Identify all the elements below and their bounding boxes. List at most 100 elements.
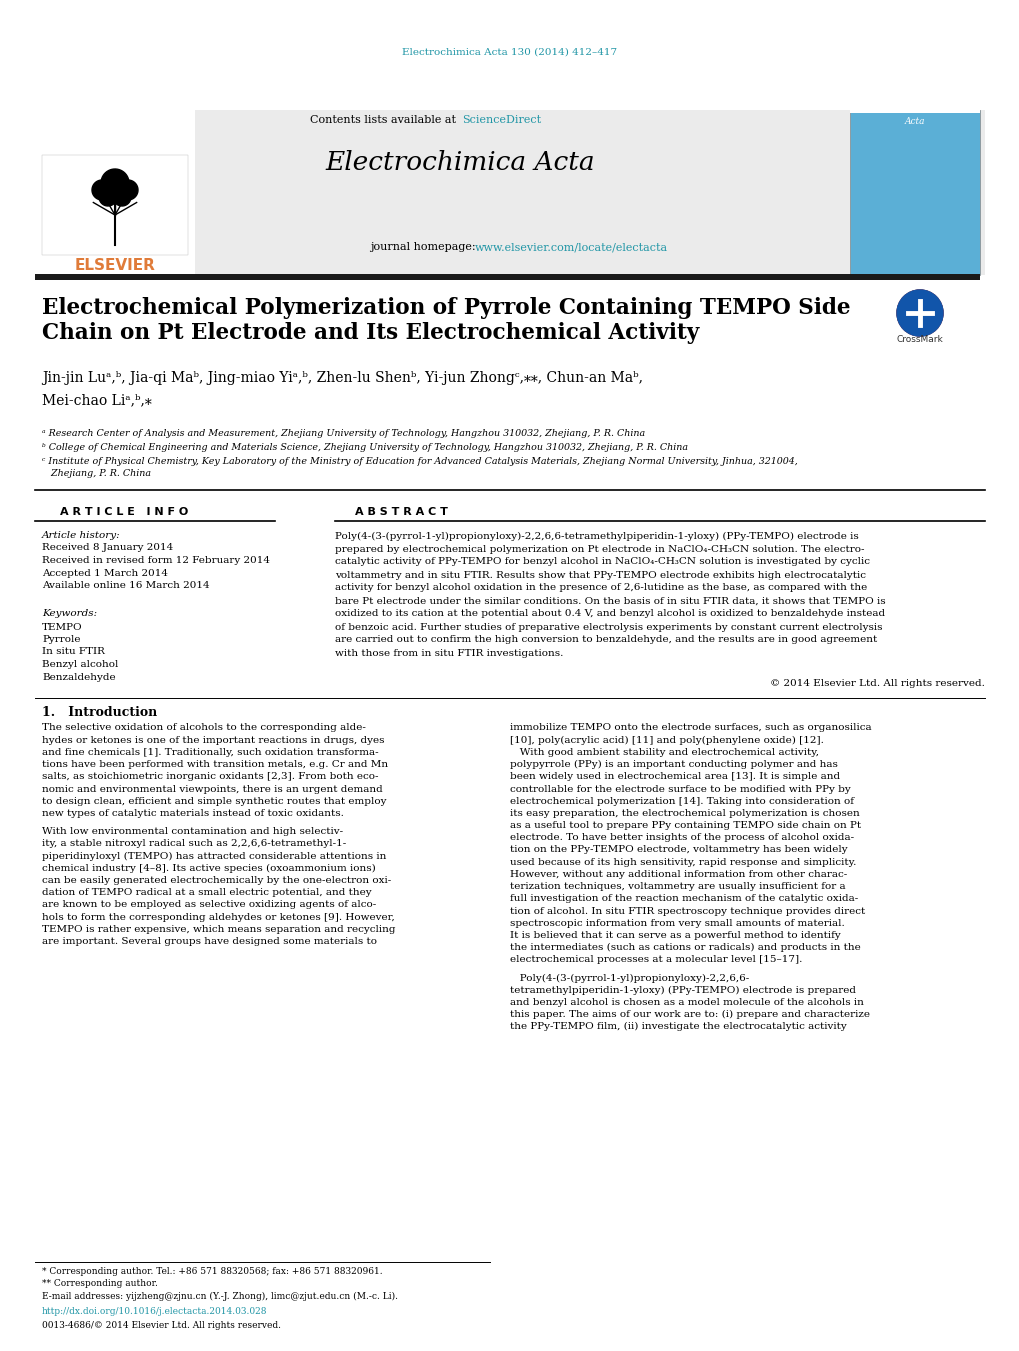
Circle shape — [896, 290, 943, 336]
Text: tetramethylpiperidin-1-yloxy) (PPy-TEMPO) electrode is prepared: tetramethylpiperidin-1-yloxy) (PPy-TEMPO… — [510, 986, 855, 994]
Text: Pyrrole: Pyrrole — [42, 635, 81, 644]
Text: TEMPO is rather expensive, which means separation and recycling: TEMPO is rather expensive, which means s… — [42, 924, 395, 934]
Text: terization techniques, voltammetry are usually insufficient for a: terization techniques, voltammetry are u… — [510, 882, 845, 892]
Text: www.elsevier.com/locate/electacta: www.elsevier.com/locate/electacta — [475, 242, 667, 253]
Text: ELSEVIER: ELSEVIER — [74, 258, 155, 273]
Text: polypyrrole (PPy) is an important conducting polymer and has: polypyrrole (PPy) is an important conduc… — [510, 761, 837, 769]
FancyBboxPatch shape — [42, 155, 187, 255]
Text: hols to form the corresponding aldehydes or ketones [9]. However,: hols to form the corresponding aldehydes… — [42, 912, 394, 921]
Text: used because of its high sensitivity, rapid response and simplicity.: used because of its high sensitivity, ra… — [510, 858, 856, 867]
Text: Available online 16 March 2014: Available online 16 March 2014 — [42, 581, 210, 590]
Text: TEMPO: TEMPO — [42, 623, 83, 631]
Text: Accepted 1 March 2014: Accepted 1 March 2014 — [42, 569, 168, 577]
Text: Jin-jin Luᵃ,ᵇ, Jia-qi Maᵇ, Jing-miao Yiᵃ,ᵇ, Zhen-lu Shenᵇ, Yi-jun Zhongᶜ,⁎⁎, Chu: Jin-jin Luᵃ,ᵇ, Jia-qi Maᵇ, Jing-miao Yiᵃ… — [42, 372, 642, 385]
Polygon shape — [113, 188, 130, 205]
Text: prepared by electrochemical polymerization on Pt electrode in NaClO₄-CH₃CN solut: prepared by electrochemical polymerizati… — [334, 544, 864, 554]
Text: Benzaldehyde: Benzaldehyde — [42, 673, 115, 681]
Text: salts, as stoichiometric inorganic oxidants [2,3]. From both eco-: salts, as stoichiometric inorganic oxida… — [42, 773, 378, 781]
Text: Electrochimica Acta 130 (2014) 412–417: Electrochimica Acta 130 (2014) 412–417 — [403, 47, 616, 57]
Text: are important. Several groups have designed some materials to: are important. Several groups have desig… — [42, 936, 377, 946]
Text: The selective oxidation of alcohols to the corresponding alde-: The selective oxidation of alcohols to t… — [42, 724, 366, 732]
Text: dation of TEMPO radical at a small electric potential, and they: dation of TEMPO radical at a small elect… — [42, 888, 371, 897]
Text: E-mail addresses: yijzheng@zjnu.cn (Y.-J. Zhong), limc@zjut.edu.cn (M.-c. Li).: E-mail addresses: yijzheng@zjnu.cn (Y.-J… — [42, 1292, 397, 1301]
Polygon shape — [101, 169, 128, 197]
Text: Electrochimica: Electrochimica — [879, 104, 949, 112]
Text: ᵃ Research Center of Analysis and Measurement, Zhejiang University of Technology: ᵃ Research Center of Analysis and Measur… — [42, 428, 644, 438]
Text: its easy preparation, the electrochemical polymerization is chosen: its easy preparation, the electrochemica… — [510, 809, 859, 817]
Text: ScienceDirect: ScienceDirect — [462, 115, 541, 126]
Circle shape — [896, 290, 943, 336]
Text: oxidized to its cation at the potential about 0.4 V, and benzyl alcohol is oxidi: oxidized to its cation at the potential … — [334, 609, 884, 619]
Text: controllable for the electrode surface to be modified with PPy by: controllable for the electrode surface t… — [510, 785, 850, 793]
Text: electrochemical processes at a molecular level [15–17].: electrochemical processes at a molecular… — [510, 955, 802, 965]
Text: CrossMark: CrossMark — [896, 335, 943, 345]
Text: journal homepage:: journal homepage: — [370, 242, 479, 253]
Text: as a useful tool to prepare PPy containing TEMPO side chain on Pt: as a useful tool to prepare PPy containi… — [510, 821, 860, 830]
Text: of benzoic acid. Further studies of preparative electrolysis experiments by cons: of benzoic acid. Further studies of prep… — [334, 623, 881, 631]
Text: Acta: Acta — [904, 118, 924, 127]
Text: piperidinyloxyl (TEMPO) has attracted considerable attentions in: piperidinyloxyl (TEMPO) has attracted co… — [42, 851, 386, 861]
Text: voltammetry and in situ FTIR. Results show that PPy-TEMPO electrode exhibits hig: voltammetry and in situ FTIR. Results sh… — [334, 570, 865, 580]
Text: catalytic activity of PPy-TEMPO for benzyl alcohol in NaClO₄-CH₃CN solution is i: catalytic activity of PPy-TEMPO for benz… — [334, 558, 869, 566]
Text: ᵇ College of Chemical Engineering and Materials Science, Zhejiang University of : ᵇ College of Chemical Engineering and Ma… — [42, 443, 688, 451]
Text: With low environmental contamination and high selectiv-: With low environmental contamination and… — [42, 827, 342, 836]
Text: Mei-chao Liᵃ,ᵇ,⁎: Mei-chao Liᵃ,ᵇ,⁎ — [42, 393, 152, 407]
Text: Electrochemical Polymerization of Pyrrole Containing TEMPO Side: Electrochemical Polymerization of Pyrrol… — [42, 297, 850, 319]
Text: Received 8 January 2014: Received 8 January 2014 — [42, 543, 173, 553]
Text: tion of alcohol. In situ FTIR spectroscopy technique provides direct: tion of alcohol. In situ FTIR spectrosco… — [510, 907, 864, 916]
Text: spectroscopic information from very small amounts of material.: spectroscopic information from very smal… — [510, 919, 844, 928]
Text: chemical industry [4–8]. Its active species (oxoammonium ions): chemical industry [4–8]. Its active spec… — [42, 863, 375, 873]
Text: Article history:: Article history: — [42, 531, 120, 539]
Text: It is believed that it can serve as a powerful method to identify: It is believed that it can serve as a po… — [510, 931, 840, 940]
Text: Poly(4-(3-(pyrrol-1-yl)propionyloxy)-2,2,6,6-tetramethylpiperidin-1-yloxy) (PPy-: Poly(4-(3-(pyrrol-1-yl)propionyloxy)-2,2… — [334, 531, 858, 540]
Text: 0013-4686/© 2014 Elsevier Ltd. All rights reserved.: 0013-4686/© 2014 Elsevier Ltd. All right… — [42, 1320, 280, 1329]
Text: hydes or ketones is one of the important reactions in drugs, dyes: hydes or ketones is one of the important… — [42, 736, 384, 744]
Text: ** Corresponding author.: ** Corresponding author. — [42, 1279, 158, 1289]
FancyBboxPatch shape — [35, 109, 195, 276]
Text: http://dx.doi.org/10.1016/j.electacta.2014.03.028: http://dx.doi.org/10.1016/j.electacta.20… — [42, 1308, 267, 1316]
Text: tion on the PPy-TEMPO electrode, voltammetry has been widely: tion on the PPy-TEMPO electrode, voltamm… — [510, 846, 847, 854]
Text: ity, a stable nitroxyl radical such as 2,2,6,6-tetramethyl-1-: ity, a stable nitroxyl radical such as 2… — [42, 839, 345, 848]
Text: With good ambient stability and electrochemical activity,: With good ambient stability and electroc… — [510, 748, 818, 757]
Text: Electrochimica Acta: Electrochimica Acta — [325, 150, 594, 176]
Text: are carried out to confirm the high conversion to benzaldehyde, and the results : are carried out to confirm the high conv… — [334, 635, 876, 644]
FancyBboxPatch shape — [35, 109, 984, 276]
Text: In situ FTIR: In situ FTIR — [42, 647, 105, 657]
Text: Poly(4-(3-(pyrrol-1-yl)propionyloxy)-2,2,6,6-: Poly(4-(3-(pyrrol-1-yl)propionyloxy)-2,2… — [510, 974, 749, 982]
Polygon shape — [118, 180, 138, 200]
Text: A R T I C L E   I N F O: A R T I C L E I N F O — [60, 507, 189, 517]
Text: [10], poly(acrylic acid) [11] and poly(phenylene oxide) [12].: [10], poly(acrylic acid) [11] and poly(p… — [510, 736, 823, 744]
Text: Received in revised form 12 February 2014: Received in revised form 12 February 201… — [42, 557, 270, 565]
Text: electrode. To have better insights of the process of alcohol oxida-: electrode. To have better insights of th… — [510, 834, 853, 842]
Text: Chain on Pt Electrode and Its Electrochemical Activity: Chain on Pt Electrode and Its Electroche… — [42, 322, 699, 345]
Text: Contents lists available at: Contents lists available at — [310, 115, 460, 126]
Text: A B S T R A C T: A B S T R A C T — [355, 507, 447, 517]
Text: and benzyl alcohol is chosen as a model molecule of the alcohols in: and benzyl alcohol is chosen as a model … — [510, 998, 863, 1006]
Text: electrochemical polymerization [14]. Taking into consideration of: electrochemical polymerization [14]. Tak… — [510, 797, 853, 805]
Text: However, without any additional information from other charac-: However, without any additional informat… — [510, 870, 847, 880]
Text: the intermediates (such as cations or radicals) and products in the: the intermediates (such as cations or ra… — [510, 943, 860, 952]
Text: are known to be employed as selective oxidizing agents of alco-: are known to be employed as selective ox… — [42, 900, 376, 909]
Polygon shape — [99, 188, 117, 205]
FancyBboxPatch shape — [35, 274, 979, 280]
Text: immobilize TEMPO onto the electrode surfaces, such as organosilica: immobilize TEMPO onto the electrode surf… — [510, 724, 871, 732]
Text: new types of catalytic materials instead of toxic oxidants.: new types of catalytic materials instead… — [42, 809, 343, 817]
Text: nomic and environmental viewpoints, there is an urgent demand: nomic and environmental viewpoints, ther… — [42, 785, 382, 793]
Text: been widely used in electrochemical area [13]. It is simple and: been widely used in electrochemical area… — [510, 773, 840, 781]
Text: * Corresponding author. Tel.: +86 571 88320568; fax: +86 571 88320961.: * Corresponding author. Tel.: +86 571 88… — [42, 1267, 382, 1277]
Text: to design clean, efficient and simple synthetic routes that employ: to design clean, efficient and simple sy… — [42, 797, 386, 805]
Text: and fine chemicals [1]. Traditionally, such oxidation transforma-: and fine chemicals [1]. Traditionally, s… — [42, 748, 378, 757]
Text: tions have been performed with transition metals, e.g. Cr and Mn: tions have been performed with transitio… — [42, 761, 388, 769]
Polygon shape — [92, 180, 112, 200]
FancyBboxPatch shape — [849, 93, 979, 113]
Text: Benzyl alcohol: Benzyl alcohol — [42, 661, 118, 669]
Text: 1.   Introduction: 1. Introduction — [42, 705, 157, 719]
Text: the PPy-TEMPO film, (ii) investigate the electrocatalytic activity: the PPy-TEMPO film, (ii) investigate the… — [510, 1023, 846, 1031]
Text: bare Pt electrode under the similar conditions. On the basis of in situ FTIR dat: bare Pt electrode under the similar cond… — [334, 597, 884, 605]
Text: Zhejiang, P. R. China: Zhejiang, P. R. China — [42, 470, 151, 478]
Text: full investigation of the reaction mechanism of the catalytic oxida-: full investigation of the reaction mecha… — [510, 894, 857, 904]
FancyBboxPatch shape — [849, 109, 979, 276]
Text: with those from in situ FTIR investigations.: with those from in situ FTIR investigati… — [334, 648, 562, 658]
Text: ᶜ Institute of Physical Chemistry, Key Laboratory of the Ministry of Education f: ᶜ Institute of Physical Chemistry, Key L… — [42, 457, 797, 466]
Text: © 2014 Elsevier Ltd. All rights reserved.: © 2014 Elsevier Ltd. All rights reserved… — [769, 680, 984, 689]
